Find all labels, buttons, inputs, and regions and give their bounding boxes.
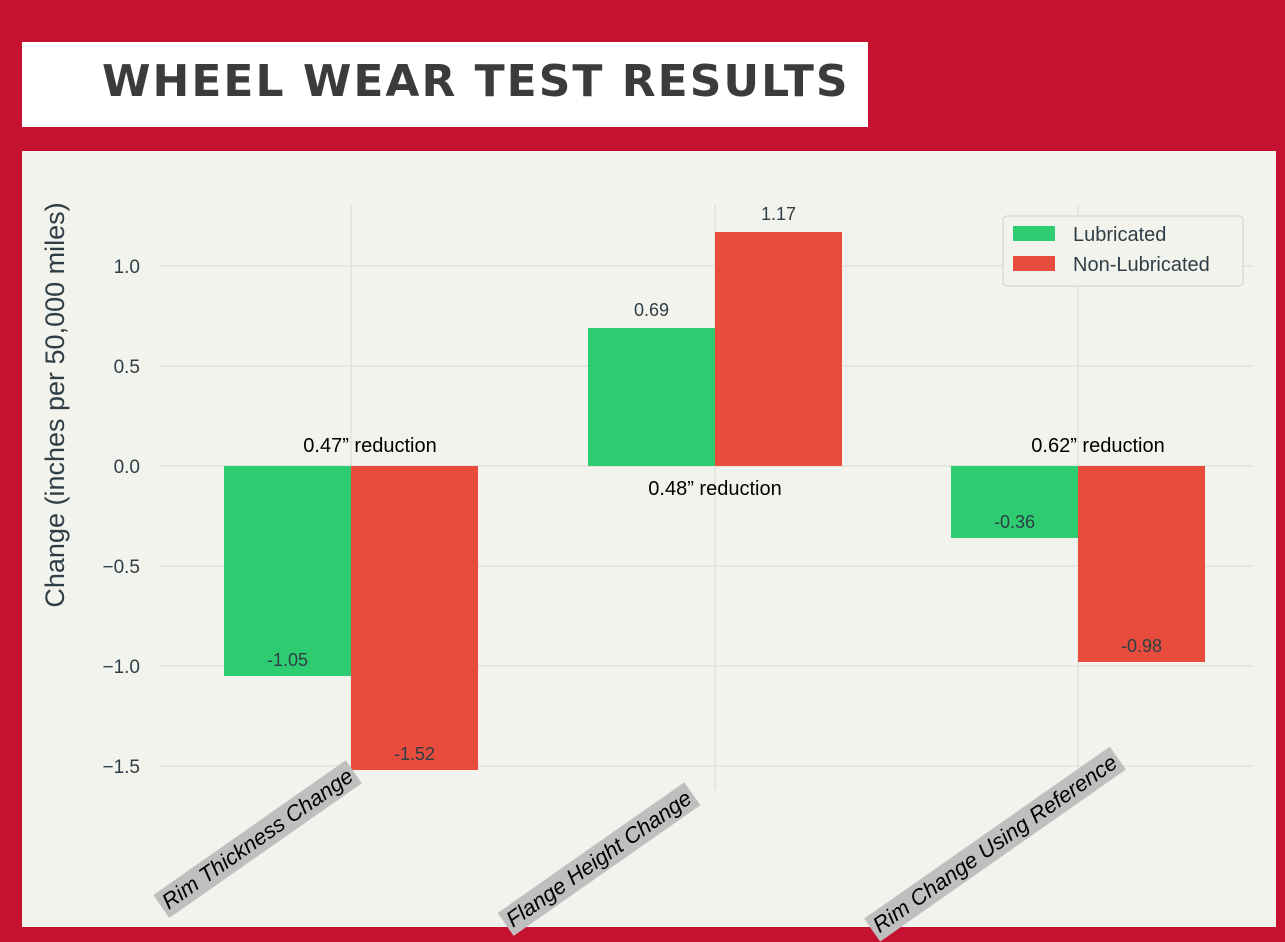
y-tick-label: 0.0 — [114, 457, 140, 478]
legend-swatch — [1013, 256, 1055, 271]
y-tick-label: −1.0 — [102, 657, 140, 678]
bar-lubricated — [224, 466, 351, 676]
bar-non-lubricated — [715, 232, 842, 466]
legend-label: Lubricated — [1073, 224, 1166, 246]
bar-lubricated — [588, 328, 715, 466]
legend — [1002, 215, 1244, 287]
data-label: 1.17 — [761, 204, 796, 224]
page-title: WHEEL WEAR TEST RESULTS — [102, 56, 850, 107]
data-label: 0.69 — [634, 300, 669, 320]
data-label: -0.98 — [1121, 636, 1162, 656]
annotation: 0.47” reduction — [303, 435, 436, 457]
annotation: 0.48” reduction — [648, 478, 781, 500]
bar-non-lubricated — [1078, 466, 1205, 662]
legend-swatch — [1013, 226, 1055, 241]
data-label: -0.36 — [994, 512, 1035, 532]
y-tick-label: −0.5 — [102, 557, 140, 578]
annotation: 0.62” reduction — [1031, 435, 1164, 457]
y-tick-label: 0.5 — [114, 357, 140, 378]
data-label: -1.52 — [394, 744, 435, 764]
data-label: -1.05 — [267, 650, 308, 670]
y-tick-label: 1.0 — [114, 257, 140, 278]
y-axis-label: Change (inches per 50,000 miles) — [40, 202, 70, 607]
y-tick-label: −1.5 — [102, 757, 140, 778]
title-box: WHEEL WEAR TEST RESULTS — [22, 42, 868, 127]
bar-non-lubricated — [351, 466, 478, 770]
legend-label: Non-Lubricated — [1073, 254, 1210, 276]
bar-lubricated — [951, 466, 1078, 538]
